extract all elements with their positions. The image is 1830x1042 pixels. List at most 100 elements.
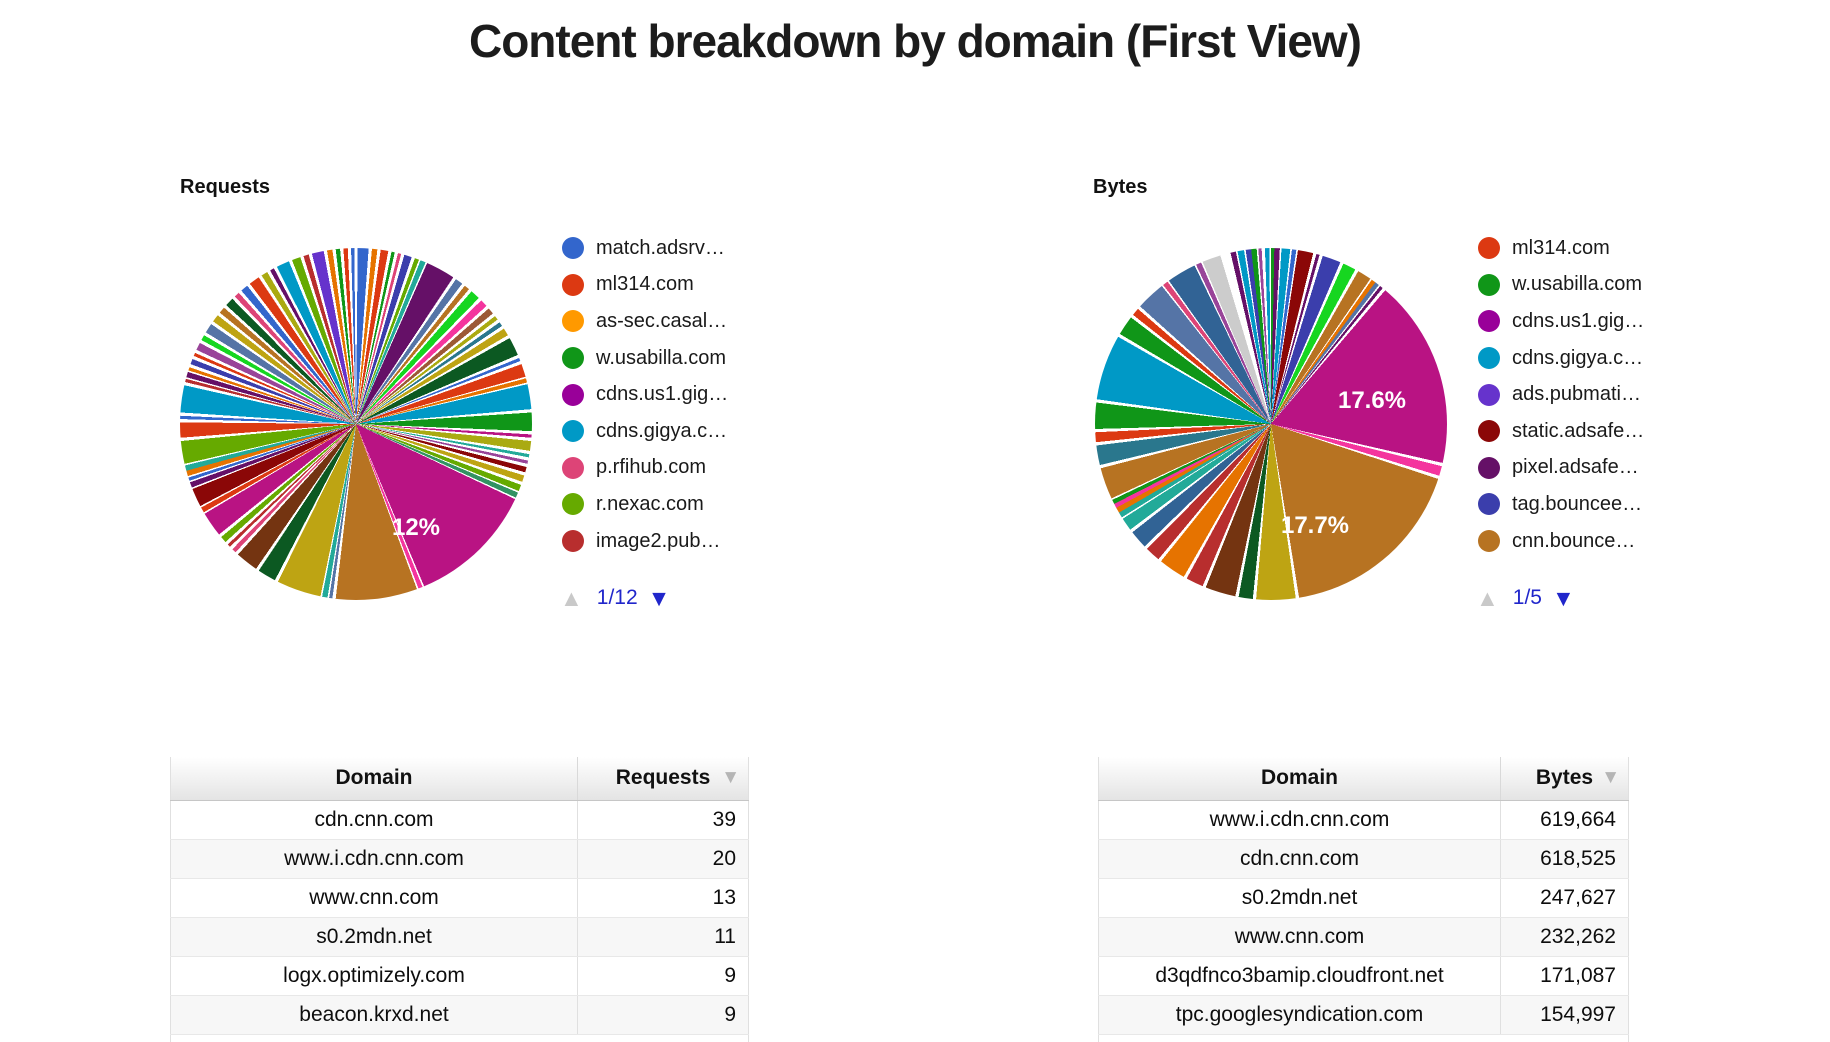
series-color-dot (562, 273, 584, 296)
value-cell: 13 (577, 878, 749, 918)
legend-item: ads.pubmati… (1478, 376, 1708, 413)
sort-desc-icon: ▼ (1601, 767, 1620, 789)
bytes-legend-pager: ▲ 1/5 ▼ (1476, 583, 1575, 613)
legend-item: cdns.us1.gig… (1478, 303, 1708, 340)
legend-item: w.usabilla.com (1478, 267, 1708, 304)
table-row: www.i.cdn.cnn.com 619,664 (1098, 800, 1629, 840)
legend-item-label: cnn.bounce… (1512, 529, 1636, 552)
column-label: Domain (335, 766, 413, 790)
table-row: logx.optimizely.com 9 (170, 956, 749, 996)
legend-item-label: static.adsafe… (1512, 419, 1645, 442)
pie-percent-label: 17.6% (1337, 387, 1407, 414)
table-header-row: Domain Requests ▼ (170, 757, 749, 801)
legend-page-indicator: 1/12 (596, 586, 638, 609)
legend-item: ml314.com (562, 267, 792, 304)
legend-item-label: p.rfihub.com (596, 456, 707, 479)
legend-item-label: w.usabilla.com (596, 346, 727, 369)
legend-prev-icon[interactable]: ▲ (560, 584, 583, 611)
table-header-row: Domain Bytes ▼ (1098, 757, 1629, 801)
value-cell: 154,997 (1500, 995, 1629, 1035)
legend-item: cnn.bounce… (1478, 523, 1708, 560)
series-color-dot (562, 310, 584, 333)
domain-cell: d3qdfnco3bamip.cloudfront.net (1098, 956, 1501, 996)
sort-desc-icon: ▼ (721, 767, 740, 789)
bytes-legend: ml314.com w.usabilla.com cdns.us1.gig… cdns… (1478, 230, 1708, 559)
table-row: beacon.krxd.net 9 (170, 995, 749, 1035)
value-cell: 9 (577, 956, 749, 996)
series-color-dot (1478, 383, 1500, 406)
series-color-dot (1478, 310, 1500, 333)
domain-cell: beacon.krxd.net (170, 995, 578, 1035)
partial-next-row (1098, 1034, 1629, 1042)
series-color-dot (1478, 273, 1500, 296)
legend-item-label: r.nexac.com (596, 492, 704, 515)
legend-next-icon[interactable]: ▼ (1551, 584, 1575, 611)
series-color-dot (562, 420, 584, 443)
legend-item-label: image2.pub… (596, 529, 721, 552)
domain-cell: www.i.cdn.cnn.com (1098, 800, 1501, 840)
bytes-table-bytes-header[interactable]: Bytes ▼ (1500, 757, 1629, 801)
bytes-chart-title: Bytes (1093, 176, 1148, 198)
requests-table: Domain Requests ▼ cdn.cnn.com 39 www.i.cdn… (170, 757, 749, 1042)
column-label: Requests (615, 766, 711, 790)
legend-item-label: cdns.gigya.c… (1512, 346, 1644, 369)
pie-percent-label: 12% (391, 514, 441, 541)
series-color-dot (1478, 420, 1500, 443)
bytes-pie-chart: 17.6% 17.7% (1095, 248, 1447, 600)
table-row: d3qdfnco3bamip.cloudfront.net 171,087 (1098, 956, 1629, 996)
requests-chart-title: Requests (180, 176, 271, 198)
legend-item: static.adsafe… (1478, 413, 1708, 450)
series-color-dot (1478, 237, 1500, 260)
series-color-dot (1478, 347, 1500, 370)
table-row: www.cnn.com 232,262 (1098, 917, 1629, 957)
value-cell: 11 (577, 917, 749, 957)
legend-page-indicator: 1/5 (1512, 586, 1542, 609)
legend-item-label: ads.pubmati… (1512, 383, 1641, 406)
value-cell: 9 (577, 995, 749, 1035)
table-row: www.i.cdn.cnn.com 20 (170, 839, 749, 879)
legend-item-label: cdns.us1.gig… (1512, 309, 1645, 332)
legend-item-label: pixel.adsafe… (1512, 456, 1639, 479)
table-row: s0.2mdn.net 247,627 (1098, 878, 1629, 918)
domain-cell: www.cnn.com (1098, 917, 1501, 957)
requests-table-requests-header[interactable]: Requests ▼ (577, 757, 749, 801)
requests-table-domain-header[interactable]: Domain (170, 757, 578, 801)
pie-percent-label: 17.7% (1280, 512, 1350, 539)
table-row: cdn.cnn.com 39 (170, 800, 749, 840)
legend-item-label: ml314.com (1512, 236, 1610, 259)
legend-prev-icon[interactable]: ▲ (1476, 584, 1499, 611)
legend-item: cdns.gigya.c… (1478, 340, 1708, 377)
domain-cell: s0.2mdn.net (170, 917, 578, 957)
domain-cell: www.cnn.com (170, 878, 578, 918)
requests-legend: match.adsrv… ml314.com as-sec.casal… w.usab… (562, 230, 792, 559)
legend-item-label: as-sec.casal… (596, 309, 728, 332)
series-color-dot (562, 383, 584, 406)
legend-item-label: match.adsrv… (596, 236, 725, 259)
legend-next-icon[interactable]: ▼ (647, 584, 671, 611)
bytes-table: Domain Bytes ▼ www.i.cdn.cnn.com 619,664 c… (1098, 757, 1629, 1042)
legend-item: match.adsrv… (562, 230, 792, 267)
series-color-dot (1478, 493, 1500, 516)
bytes-table-domain-header[interactable]: Domain (1098, 757, 1501, 801)
legend-item-label: ml314.com (596, 273, 694, 296)
column-label: Bytes (1535, 766, 1594, 790)
table-row: s0.2mdn.net 11 (170, 917, 749, 957)
domain-cell: cdn.cnn.com (1098, 839, 1501, 879)
legend-item: pixel.adsafe… (1478, 450, 1708, 487)
value-cell: 39 (577, 800, 749, 840)
partial-next-row (170, 1034, 749, 1042)
legend-item-label: tag.bouncee… (1512, 492, 1643, 515)
legend-item-label: w.usabilla.com (1512, 273, 1643, 296)
domain-cell: logx.optimizely.com (170, 956, 578, 996)
legend-item: p.rfihub.com (562, 450, 792, 487)
legend-item: w.usabilla.com (562, 340, 792, 377)
table-row: cdn.cnn.com 618,525 (1098, 839, 1629, 879)
requests-legend-pager: ▲ 1/12 ▼ (560, 583, 670, 613)
value-cell: 618,525 (1500, 839, 1629, 879)
page-title: Content breakdown by domain (First View) (468, 15, 1362, 67)
domain-cell: s0.2mdn.net (1098, 878, 1501, 918)
table-row: tpc.googlesyndication.com 154,997 (1098, 995, 1629, 1035)
value-cell: 247,627 (1500, 878, 1629, 918)
legend-item-label: cdns.gigya.c… (596, 419, 728, 442)
legend-item: r.nexac.com (562, 486, 792, 523)
